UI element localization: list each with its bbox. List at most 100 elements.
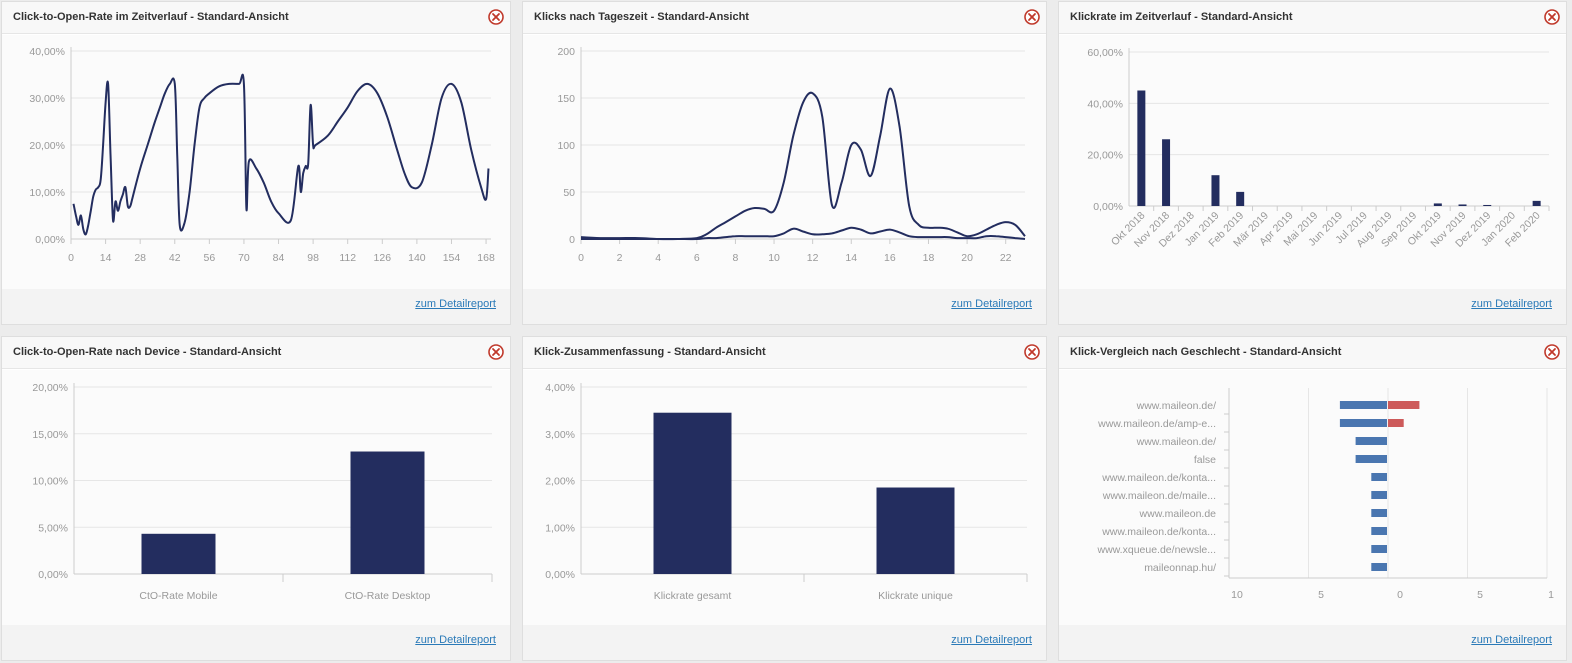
y-tick-label: maileonnap.hu/: [1144, 562, 1216, 574]
bar: [141, 533, 216, 574]
bar: [1483, 204, 1492, 206]
x-tick-label: 6: [694, 252, 700, 264]
bar: [653, 412, 732, 574]
y-tick-label: 5,00%: [38, 522, 68, 534]
panel-footer: zum Detailreport: [1059, 289, 1566, 324]
chart-area: 0,00% 20,00% 40,00% 60,00% Okt 2018 Nov 2018 D…: [1059, 35, 1566, 289]
close-icon[interactable]: [1023, 8, 1041, 26]
panel-cto-timeline: Click-to-Open-Rate im Zeitverlauf - Stan…: [1, 1, 511, 325]
panel-header: Klick-Zusammenfassung - Standard-Ansicht: [523, 337, 1046, 369]
x-tick-label: 2: [617, 252, 623, 264]
y-tick-label: 0,00%: [35, 234, 65, 246]
close-icon[interactable]: [1543, 8, 1561, 26]
x-tick-label: 0: [68, 252, 74, 264]
y-tick-label: 3,00%: [545, 429, 575, 441]
x-tick-label: CtO-Rate Desktop: [345, 590, 431, 602]
y-tick-label: 30,00%: [29, 93, 65, 105]
bar: [1458, 204, 1467, 206]
y-tick-label: 40,00%: [29, 46, 65, 58]
y-tick-label: www.maileon.de/: [1136, 436, 1216, 448]
x-tick-label: 56: [204, 252, 216, 264]
panel-footer: zum Detailreport: [1059, 625, 1566, 660]
x-tick-label: 0: [1397, 589, 1403, 601]
panel-header: Klick-Vergleich nach Geschlecht - Standa…: [1059, 337, 1566, 369]
y-tick-label: 20,00%: [32, 382, 68, 394]
panel-title: Click-to-Open-Rate im Zeitverlauf - Stan…: [13, 11, 289, 23]
bar-left: [1355, 437, 1387, 445]
close-icon[interactable]: [1543, 343, 1561, 361]
x-tick-label: 168: [477, 252, 495, 264]
y-tick-label: www.xqueue.de/newsle...: [1097, 544, 1216, 556]
y-tick-label: 10,00%: [29, 187, 65, 199]
bar: [1211, 175, 1220, 206]
panel-header: Klickrate im Zeitverlauf - Standard-Ansi…: [1059, 2, 1566, 34]
detail-report-link[interactable]: zum Detailreport: [951, 298, 1032, 310]
x-tick-label: 18: [923, 252, 935, 264]
x-tick-label: 126: [374, 252, 392, 264]
panel-title: Klickrate im Zeitverlauf - Standard-Ansi…: [1070, 11, 1293, 23]
panel-title: Klicks nach Tageszeit - Standard-Ansicht: [534, 11, 749, 23]
panel-gender-comparison: Klick-Vergleich nach Geschlecht - Standa…: [1058, 336, 1567, 661]
y-tick-label: www.maileon.de/konta...: [1101, 526, 1216, 538]
x-tick-label: Klickrate gesamt: [654, 590, 732, 602]
x-tick-label: 98: [307, 252, 319, 264]
bar: [350, 451, 425, 574]
bar-left: [1371, 509, 1387, 517]
y-tick-label: 1,00%: [545, 522, 575, 534]
detail-report-link[interactable]: zum Detailreport: [1471, 634, 1552, 646]
close-icon[interactable]: [487, 8, 505, 26]
x-tick-label: 14: [845, 252, 857, 264]
x-tick-label: 12: [807, 252, 819, 264]
panel-header: Click-to-Open-Rate nach Device - Standar…: [2, 337, 510, 369]
detail-report-link[interactable]: zum Detailreport: [415, 298, 496, 310]
x-tick-label: CtO-Rate Mobile: [139, 590, 217, 602]
cto-by-device-chart: 0,00% 5,00% 10,00% 15,00% 20,00% CtO-Rate Mob…: [32, 382, 493, 602]
detail-report-link[interactable]: zum Detailreport: [415, 634, 496, 646]
panel-title: Klick-Zusammenfassung - Standard-Ansicht: [534, 346, 766, 358]
y-tick-label: 60,00%: [1087, 47, 1123, 59]
x-tick-label: Klickrate unique: [878, 590, 953, 602]
panel-footer: zum Detailreport: [2, 625, 510, 660]
y-tick-label: www.maileon.de/maile...: [1102, 490, 1216, 502]
bar: [1236, 191, 1245, 206]
panel-clicks-by-time: Klicks nach Tageszeit - Standard-Ansicht…: [522, 1, 1047, 325]
y-tick-label: 20,00%: [1087, 150, 1123, 162]
detail-report-link[interactable]: zum Detailreport: [951, 634, 1032, 646]
x-tick-label: 28: [134, 252, 146, 264]
x-tick-label: 20: [961, 252, 973, 264]
click-summary-chart: 0,00% 1,00% 2,00% 3,00% 4,00% Klickrate gesam…: [545, 382, 1028, 602]
close-icon[interactable]: [487, 343, 505, 361]
y-tick-label: 40,00%: [1087, 98, 1123, 110]
bar-left: [1371, 491, 1387, 499]
y-tick-label: 4,00%: [545, 382, 575, 394]
y-tick-label: www.maileon.de: [1139, 508, 1217, 520]
y-tick-label: 150: [557, 93, 575, 105]
close-icon[interactable]: [1023, 343, 1041, 361]
panel-title: Klick-Vergleich nach Geschlecht - Standa…: [1070, 346, 1342, 358]
y-tick-label: 0,00%: [38, 569, 68, 581]
bar-left: [1339, 401, 1387, 409]
x-tick-label: 1: [1548, 589, 1554, 601]
bar-left: [1371, 527, 1387, 535]
y-tick-label: www.maileon.de/konta...: [1101, 472, 1216, 484]
x-tick-label: 112: [339, 252, 356, 264]
bar-left: [1355, 455, 1387, 463]
y-tick-label: 200: [557, 46, 575, 58]
panel-footer: zum Detailreport: [2, 289, 510, 324]
y-tick-label: false: [1194, 454, 1216, 466]
x-tick-label: 5: [1477, 589, 1483, 601]
bar-left: [1371, 563, 1387, 571]
x-tick-label: 22: [1000, 252, 1012, 264]
detail-report-link[interactable]: zum Detailreport: [1471, 298, 1552, 310]
x-tick-label: 84: [273, 252, 285, 264]
panel-header: Klicks nach Tageszeit - Standard-Ansicht: [523, 2, 1046, 34]
x-tick-label: 70: [238, 252, 250, 264]
bar-right: [1388, 401, 1420, 409]
x-tick-label: 10: [768, 252, 780, 264]
chart-area: 0,00% 10,00% 20,00% 30,00% 40,00% 0 14 28 42 56 70…: [2, 35, 510, 289]
y-tick-label: 2,00%: [545, 476, 575, 488]
chart-area: 0,00% 1,00% 2,00% 3,00% 4,00% Klickrate gesam…: [523, 370, 1046, 625]
y-tick-label: 50: [563, 187, 575, 199]
x-tick-label: 42: [169, 252, 181, 264]
cto-timeline-chart: 0,00% 10,00% 20,00% 30,00% 40,00% 0 14 28 42 56 70…: [29, 46, 495, 264]
